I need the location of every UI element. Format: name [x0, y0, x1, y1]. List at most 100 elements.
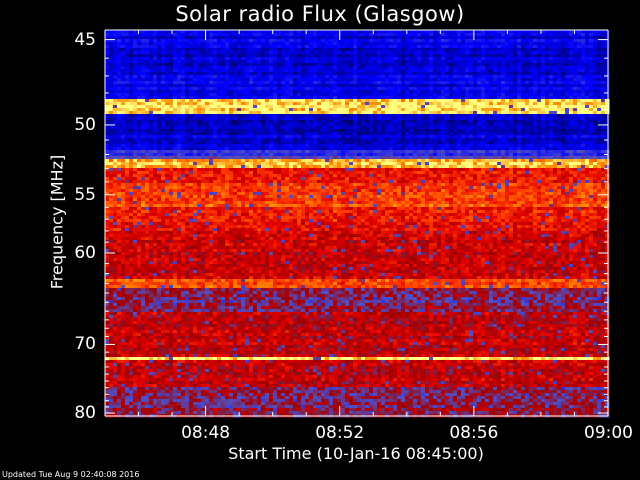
spectrogram-cell	[481, 90, 486, 94]
spectrogram-cell	[465, 42, 470, 46]
spectrogram-cell	[441, 102, 446, 106]
spectrogram-cell	[517, 141, 522, 145]
spectrogram-cell	[433, 57, 438, 61]
spectrogram-cell	[573, 42, 578, 46]
spectrogram-cell	[325, 45, 330, 49]
spectrogram-cell	[301, 126, 306, 130]
spectrogram-cell	[585, 54, 590, 58]
spectrogram-cell	[177, 117, 182, 121]
spectrogram-cell	[465, 120, 470, 124]
spectrogram-cell	[173, 138, 178, 142]
spectrogram-cell	[377, 138, 382, 142]
spectrogram-cell	[501, 60, 506, 64]
spectrogram-cell	[577, 66, 582, 70]
spectrogram-cell	[361, 30, 366, 34]
spectrogram-cell	[477, 69, 482, 73]
spectrogram-cell	[493, 81, 498, 85]
spectrogram-cell	[117, 84, 122, 88]
spectrogram-cell	[401, 30, 406, 34]
spectrogram-cell	[205, 132, 210, 136]
spectrogram-cell	[221, 117, 226, 121]
spectrogram-cell	[241, 81, 246, 85]
spectrogram-cell	[285, 87, 290, 91]
spectrogram-cell	[461, 141, 466, 145]
spectrogram-cell	[373, 90, 378, 94]
spectrogram-cell	[109, 30, 114, 34]
spectrogram-cell	[121, 45, 126, 49]
spectrogram-cell	[597, 135, 602, 139]
spectrogram-cell	[449, 96, 454, 100]
spectrogram-cell	[301, 72, 306, 76]
spectrogram-cell	[521, 93, 526, 97]
spectrogram-cell	[553, 60, 558, 64]
spectrogram-cell	[369, 111, 374, 115]
spectrogram-cell	[313, 81, 318, 85]
spectrogram-cell	[249, 96, 254, 100]
spectrogram-cell	[261, 75, 266, 79]
spectrogram-cell	[149, 126, 154, 130]
spectrogram-cell	[481, 132, 486, 136]
spectrogram-cell	[133, 129, 138, 133]
spectrogram-cell	[489, 111, 494, 115]
spectrogram-cell	[225, 93, 230, 97]
spectrogram-cell	[481, 114, 486, 118]
spectrogram-cell	[149, 102, 154, 106]
spectrogram-cell	[433, 108, 438, 112]
spectrogram-cell	[461, 135, 466, 139]
spectrogram-cell	[405, 75, 410, 79]
spectrogram-cell	[437, 57, 442, 61]
spectrogram-cell	[369, 87, 374, 91]
spectrogram-cell	[505, 51, 510, 55]
spectrogram-cell	[477, 141, 482, 145]
spectrogram-cell	[125, 93, 130, 97]
spectrogram-cell	[229, 135, 234, 139]
spectrogram-cell	[321, 63, 326, 67]
spectrogram-cell	[193, 93, 198, 97]
spectrogram-cell	[485, 144, 490, 148]
spectrogram-cell	[125, 111, 130, 115]
spectrogram-cell	[125, 114, 130, 118]
spectrogram-cell	[341, 48, 346, 52]
spectrogram-cell	[333, 117, 338, 121]
spectrogram-cell	[213, 135, 218, 139]
spectrogram-cell	[573, 144, 578, 148]
spectrogram-cell	[405, 117, 410, 121]
spectrogram-cell	[341, 102, 346, 106]
spectrogram-cell	[121, 111, 126, 115]
spectrogram-cell	[213, 147, 218, 151]
spectrogram-cell	[241, 60, 246, 64]
spectrogram-cell	[297, 135, 302, 139]
spectrogram-cell	[525, 54, 530, 58]
spectrogram-cell	[489, 42, 494, 46]
spectrogram-cell	[401, 81, 406, 85]
spectrogram-cell	[501, 36, 506, 40]
spectrogram-cell	[161, 81, 166, 85]
spectrogram-cell	[113, 54, 118, 58]
spectrogram-cell	[465, 144, 470, 148]
spectrogram-cell	[405, 144, 410, 148]
spectrogram-cell	[453, 144, 458, 148]
spectrogram-cell	[589, 42, 594, 46]
spectrogram-cell	[441, 99, 446, 103]
spectrogram-cell	[173, 66, 178, 70]
spectrogram-cell	[361, 72, 366, 76]
spectrogram-cell	[297, 63, 302, 67]
spectrogram-cell	[197, 102, 202, 106]
spectrogram-cell	[149, 57, 154, 61]
spectrogram-cell	[353, 84, 358, 88]
spectrogram-cell	[561, 126, 566, 130]
spectrogram-cell	[313, 135, 318, 139]
spectrogram-cell	[329, 75, 334, 79]
spectrogram-cell	[141, 84, 146, 88]
spectrogram-cell	[137, 66, 142, 70]
spectrogram-cell	[485, 66, 490, 70]
spectrogram-cell	[437, 99, 442, 103]
spectrogram-cell	[525, 57, 530, 61]
spectrogram-cell	[149, 78, 154, 82]
spectrogram-cell	[365, 138, 370, 142]
spectrogram-cell	[165, 141, 170, 145]
spectrogram-cell	[341, 78, 346, 82]
spectrogram-cell	[385, 141, 390, 145]
spectrogram-cell	[261, 78, 266, 82]
spectrogram-cell	[157, 108, 162, 112]
